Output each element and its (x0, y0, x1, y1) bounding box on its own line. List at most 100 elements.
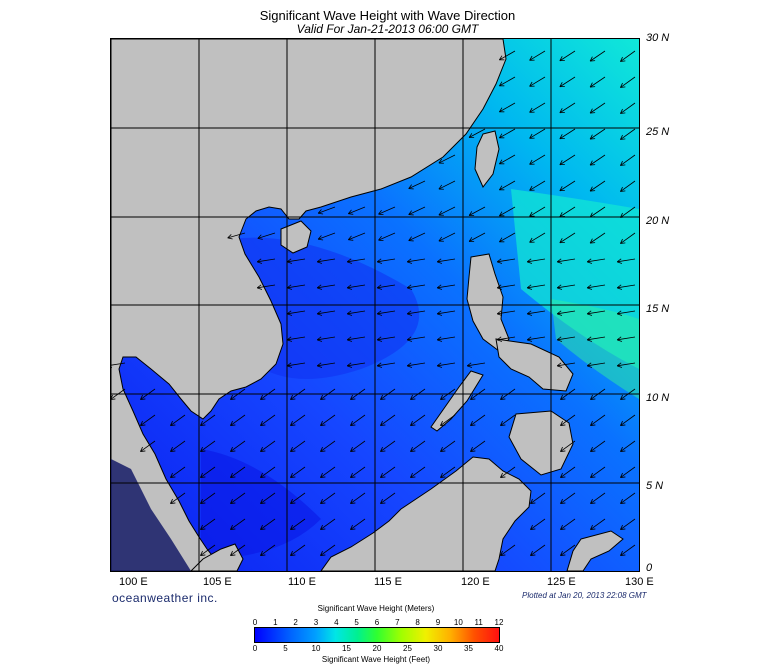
wave-arrow-head (257, 237, 263, 240)
wave-arrow-head (230, 554, 236, 556)
wave-arrow-head (377, 365, 383, 368)
wave-arrow-head (440, 398, 446, 400)
wave-arrow (529, 180, 546, 191)
wave-arrow (529, 206, 546, 217)
colorbar-feet-tick: 25 (403, 644, 412, 653)
lat-label-10n: 10 N (646, 392, 670, 404)
mainland-asia (111, 39, 507, 571)
wave-arrow-head (620, 550, 623, 556)
lon-label-125e: 125 E (547, 576, 576, 588)
wave-arrow (410, 466, 426, 478)
wave-arrow (500, 544, 516, 556)
wave-arrow (320, 388, 336, 400)
wave-arrow (559, 206, 576, 218)
wave-arrow (350, 466, 366, 478)
wave-arrow-head (260, 446, 263, 452)
wave-arrow (111, 388, 126, 400)
wave-arrow (559, 76, 576, 88)
wave-arrow-head (290, 472, 293, 478)
wave-arrow-head (230, 498, 233, 504)
wave-arrow (320, 518, 336, 530)
wave-arrow-head (468, 211, 473, 216)
wave-arrow (378, 232, 396, 241)
wave-arrow (377, 258, 396, 263)
wave-arrow (527, 284, 546, 289)
wave-arrow (347, 362, 366, 367)
wave-arrow-head (438, 236, 443, 242)
lat-label-15n: 15 N (646, 303, 670, 315)
wave-arrow (407, 362, 426, 367)
wave-arrow (170, 466, 186, 478)
wave-arrow (380, 492, 396, 504)
wave-arrow-head (317, 313, 323, 316)
wave-arrow (470, 388, 486, 400)
wave-arrow-head (407, 261, 413, 264)
wave-arrow (617, 310, 636, 315)
wave-arrow-head (230, 528, 236, 530)
wave-arrow-head (230, 446, 233, 452)
wave-arrow-head (140, 398, 146, 400)
wave-arrow-head (348, 209, 352, 214)
wave-arrow-head (500, 472, 503, 478)
lat-label-20n: 20 N (646, 215, 670, 227)
wave-arrow (377, 310, 396, 315)
wave-arrow (590, 518, 606, 530)
wave-arrow (499, 206, 516, 217)
wave-arrow-head (320, 498, 323, 504)
wave-arrow (408, 180, 426, 189)
wave-arrow-head (260, 498, 263, 504)
wave-arrow-head (290, 420, 293, 426)
wave-arrow-head (200, 550, 203, 556)
wave-arrow-head (589, 238, 593, 244)
wave-arrow-head (200, 476, 206, 478)
wave-arrow-head (227, 234, 232, 239)
wave-arrow-head (350, 476, 356, 478)
wave-arrow-head (111, 398, 116, 400)
wave-arrow-head (587, 287, 593, 290)
wave-arrow-head (496, 336, 502, 341)
wave-arrow (317, 362, 336, 367)
wave-arrow-head (200, 502, 206, 504)
wave-arrow (348, 232, 366, 241)
wave-arrow (587, 310, 606, 315)
wave-arrow-head (406, 310, 412, 315)
wave-arrow (230, 544, 246, 556)
wave-arrow (320, 544, 336, 556)
wave-arrow-head (287, 365, 293, 368)
wave-arrow-head (380, 472, 383, 478)
wave-arrow-head (410, 420, 413, 426)
wave-arrow (617, 258, 636, 263)
wave-arrow-head (437, 313, 443, 316)
visayas-islands (495, 338, 574, 392)
wave-arrow-head (620, 86, 626, 88)
colorbar-feet-tick: 40 (494, 644, 504, 653)
wave-arrow-head (350, 424, 356, 426)
wave-arrow-head (500, 398, 506, 400)
wave-arrow (557, 258, 576, 263)
wave-arrow (589, 154, 606, 166)
wave-arrow-head (227, 237, 233, 240)
wave-arrow-head (380, 476, 386, 478)
wave-arrow-head (560, 554, 566, 556)
wave-arrow (620, 128, 636, 140)
wave-arrow-head (408, 236, 412, 241)
wave-arrow-head (286, 336, 292, 341)
colorbar-feet-tick: 10 (311, 644, 321, 653)
wave-arrow (350, 414, 366, 426)
wave-arrow-head (140, 450, 146, 452)
wave-arrow-head (286, 362, 292, 367)
wave-arrow-head (620, 476, 626, 478)
wave-arrow-head (410, 476, 416, 478)
wave-arrow (499, 180, 516, 191)
wave-arrow-head (230, 420, 233, 426)
wave-arrow-head (617, 287, 623, 290)
wave-arrow-head (406, 362, 412, 367)
wave-arrow-head (526, 310, 532, 315)
wave-arrow (560, 466, 576, 478)
wave-arrow-head (590, 446, 593, 452)
wave-arrow-head (530, 550, 533, 556)
wave-arrow-head (529, 159, 533, 165)
wave-arrow-head (590, 502, 596, 504)
wave-arrow-head (496, 310, 502, 315)
wave-arrow-head (346, 362, 352, 367)
